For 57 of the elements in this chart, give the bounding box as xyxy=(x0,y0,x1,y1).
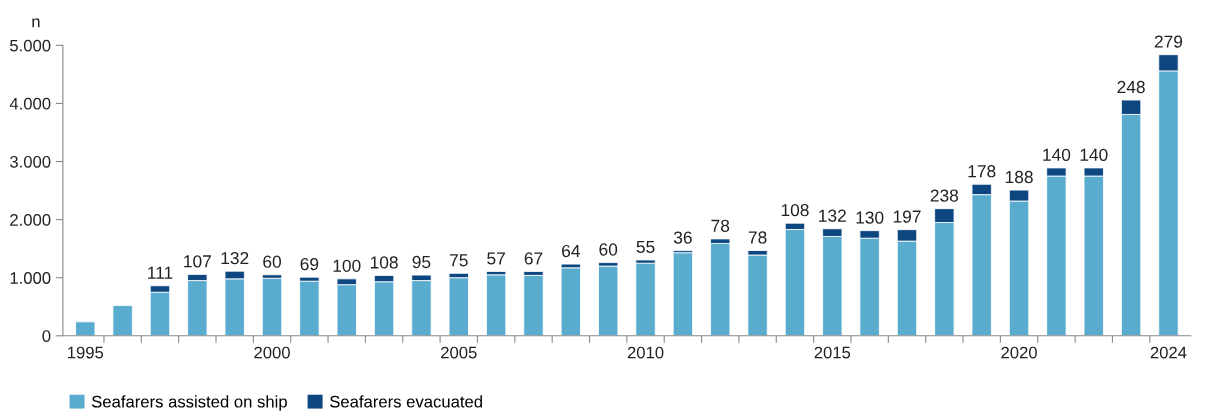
data-label: 78 xyxy=(748,231,767,244)
data-label: 107 xyxy=(184,255,211,268)
data-label: 60 xyxy=(263,255,282,268)
bar xyxy=(261,277,283,336)
bar xyxy=(672,252,694,336)
x-tick-label: 2024 xyxy=(1150,346,1187,359)
y-axis-title: n xyxy=(32,18,40,28)
data-label: 197 xyxy=(893,210,921,223)
y-tick-label: 4.000 xyxy=(9,97,51,110)
bar xyxy=(299,280,320,336)
data-label: 188 xyxy=(1005,170,1033,184)
x-tick-label: 2015 xyxy=(814,346,851,359)
x-tick-label: 1995 xyxy=(68,346,104,359)
y-tick-label: 1.000 xyxy=(10,272,51,284)
data-label: 60 xyxy=(599,243,618,256)
data-label: 178 xyxy=(968,165,996,178)
bar xyxy=(523,274,544,336)
y-tick-label: 0 xyxy=(42,330,51,342)
data-label: 140 xyxy=(1080,148,1108,161)
data-label: 279 xyxy=(1154,35,1183,48)
data-label: 140 xyxy=(1043,148,1071,161)
bar xyxy=(486,274,507,336)
x-tick-label: 2010 xyxy=(627,346,664,359)
bar xyxy=(747,254,768,336)
y-tick-label: 5.000 xyxy=(10,39,51,52)
x-tick-label: 2005 xyxy=(441,346,477,359)
bar xyxy=(710,242,731,336)
legend-label: Seafarers evacuated xyxy=(330,395,482,408)
bar xyxy=(598,265,619,336)
bar xyxy=(635,262,656,336)
data-label: 75 xyxy=(450,254,468,267)
data-label: 100 xyxy=(333,259,361,272)
data-label: 238 xyxy=(930,189,959,202)
x-tick-label: 2000 xyxy=(254,346,290,359)
data-label: 130 xyxy=(856,211,884,224)
y-tick-label: 3.000 xyxy=(9,155,51,168)
data-label: 108 xyxy=(370,256,398,269)
data-label: 57 xyxy=(487,252,505,265)
data-label: 108 xyxy=(781,203,809,217)
data-label: 111 xyxy=(148,266,173,279)
data-label: 248 xyxy=(1117,80,1145,94)
data-label: 132 xyxy=(221,251,249,265)
bar xyxy=(448,277,469,336)
data-label: 55 xyxy=(636,240,655,254)
bar xyxy=(560,267,581,336)
data-label: 78 xyxy=(711,219,730,232)
data-label: 36 xyxy=(673,231,692,244)
y-tick-label: 2.000 xyxy=(10,214,51,226)
data-label: 64 xyxy=(562,244,580,258)
data-label: 67 xyxy=(524,252,543,265)
data-label: 95 xyxy=(412,255,431,269)
bar xyxy=(75,321,96,336)
data-label: 69 xyxy=(300,257,319,271)
bar xyxy=(112,305,133,336)
x-tick-label: 2020 xyxy=(1001,346,1037,359)
legend-label: Seafarers assisted on ship xyxy=(91,395,287,411)
data-label: 132 xyxy=(819,209,846,222)
